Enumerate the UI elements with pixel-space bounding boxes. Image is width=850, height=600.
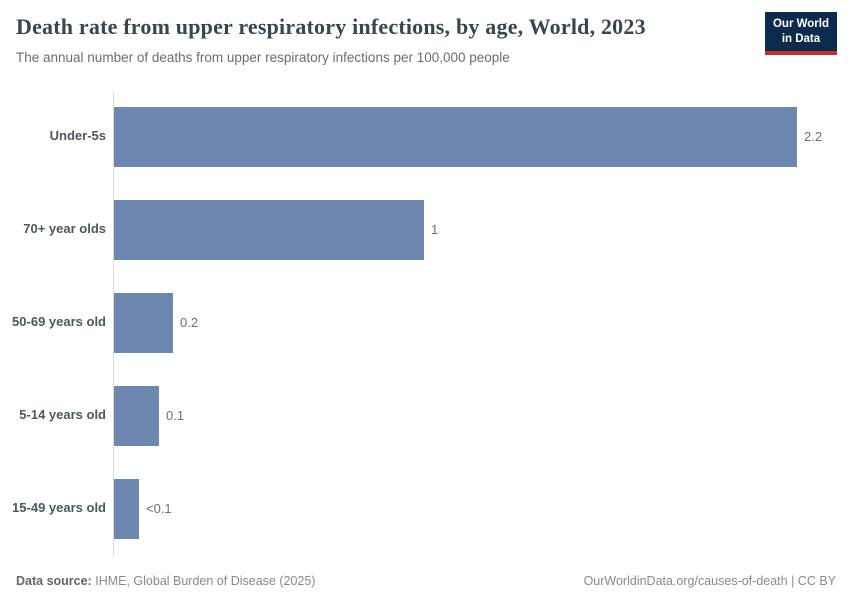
bar-row: 70+ year olds 1 bbox=[0, 183, 850, 276]
bar-row: Under-5s 2.2 bbox=[0, 90, 850, 183]
bar[interactable] bbox=[114, 292, 173, 353]
bar-row: 15-49 years old <0.1 bbox=[0, 462, 850, 555]
value-label: 2.2 bbox=[804, 129, 823, 144]
category-label: 5-14 years old bbox=[19, 407, 106, 423]
bar[interactable] bbox=[114, 106, 797, 167]
value-label: 0.1 bbox=[166, 408, 185, 423]
credit-link[interactable]: OurWorldinData.org/causes-of-death | CC … bbox=[583, 574, 836, 588]
data-source-value: IHME, Global Burden of Disease (2025) bbox=[95, 574, 316, 588]
owid-logo-line2: in Data bbox=[781, 33, 821, 46]
bar-track: 1 bbox=[113, 199, 850, 260]
bar-chart: Under-5s 2.2 70+ year olds 1 50-69 years old… bbox=[0, 90, 850, 556]
value-label: 1 bbox=[431, 222, 439, 237]
data-source: Data source: IHME, Global Burden of Dise… bbox=[16, 574, 315, 588]
bar-track: 0.2 bbox=[113, 292, 850, 353]
owid-logo[interactable]: Our World in Data bbox=[764, 12, 837, 56]
bar-track: 0.1 bbox=[113, 385, 850, 446]
bar-track: 2.2 bbox=[113, 106, 850, 167]
owid-logo-line1: Our World bbox=[772, 18, 829, 30]
value-label: <0.1 bbox=[146, 501, 172, 516]
bar[interactable] bbox=[114, 385, 159, 446]
data-source-label: Data source: bbox=[16, 574, 92, 588]
bar-row: 5-14 years old 0.1 bbox=[0, 369, 850, 462]
bar[interactable] bbox=[114, 199, 424, 260]
bar-row: 50-69 years old 0.2 bbox=[0, 276, 850, 369]
bar-rows: Under-5s 2.2 70+ year olds 1 50-69 years old… bbox=[0, 90, 850, 556]
chart-subtitle: The annual number of deaths from upper r… bbox=[16, 50, 510, 65]
category-label: Under-5s bbox=[49, 128, 106, 144]
y-axis-line bbox=[113, 92, 114, 556]
value-label: 0.2 bbox=[180, 315, 199, 330]
bar-track: <0.1 bbox=[113, 478, 850, 539]
category-label: 50-69 years old bbox=[12, 314, 106, 330]
bar[interactable] bbox=[114, 478, 139, 539]
category-label: 15-49 years old bbox=[12, 500, 106, 516]
page-title: Death rate from upper respiratory infect… bbox=[16, 14, 646, 39]
category-label: 70+ year olds bbox=[23, 221, 106, 237]
chart-footer: Data source: IHME, Global Burden of Dise… bbox=[16, 574, 836, 588]
